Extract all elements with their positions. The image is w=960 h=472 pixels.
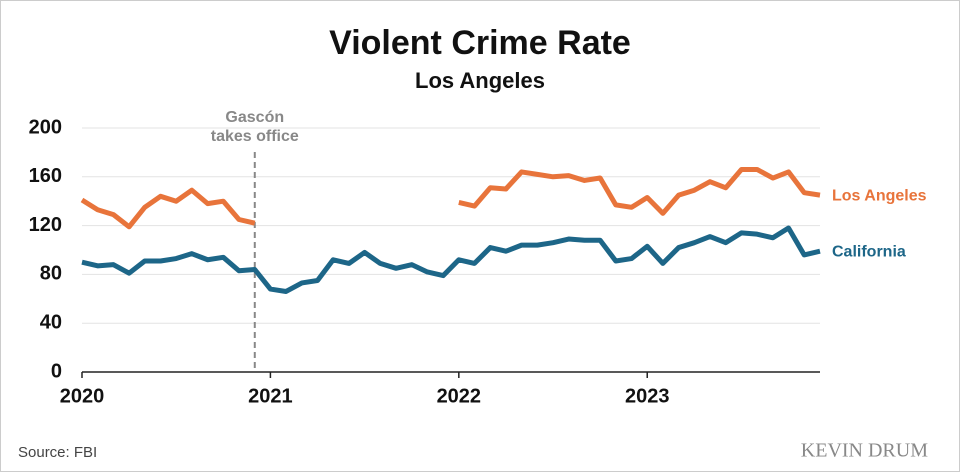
chart-title: Violent Crime Rate [329, 24, 631, 62]
y-tick-label: 200 [29, 116, 62, 138]
y-tick-label: 40 [40, 311, 62, 333]
x-tick-label: 2020 [60, 385, 105, 407]
y-tick-label: 160 [29, 165, 62, 187]
x-tick-label: 2022 [437, 385, 482, 407]
series-label: California [832, 243, 906, 260]
source: Source: FBI [18, 444, 97, 461]
y-tick-label: 80 [40, 263, 62, 285]
y-tick-label: 0 [51, 360, 62, 382]
x-tick-label: 2023 [625, 385, 670, 407]
annotation-text: Gascón [225, 109, 284, 126]
annotation-text: takes office [211, 128, 299, 145]
series-label: Los Angeles [832, 187, 927, 204]
y-tick-label: 120 [29, 214, 62, 236]
credit: KEVIN DRUM [801, 440, 928, 462]
series-line [81, 225, 821, 294]
series-line [80, 166, 821, 230]
x-tick-label: 2021 [248, 385, 293, 407]
chart-subtitle: Los Angeles [415, 68, 545, 93]
